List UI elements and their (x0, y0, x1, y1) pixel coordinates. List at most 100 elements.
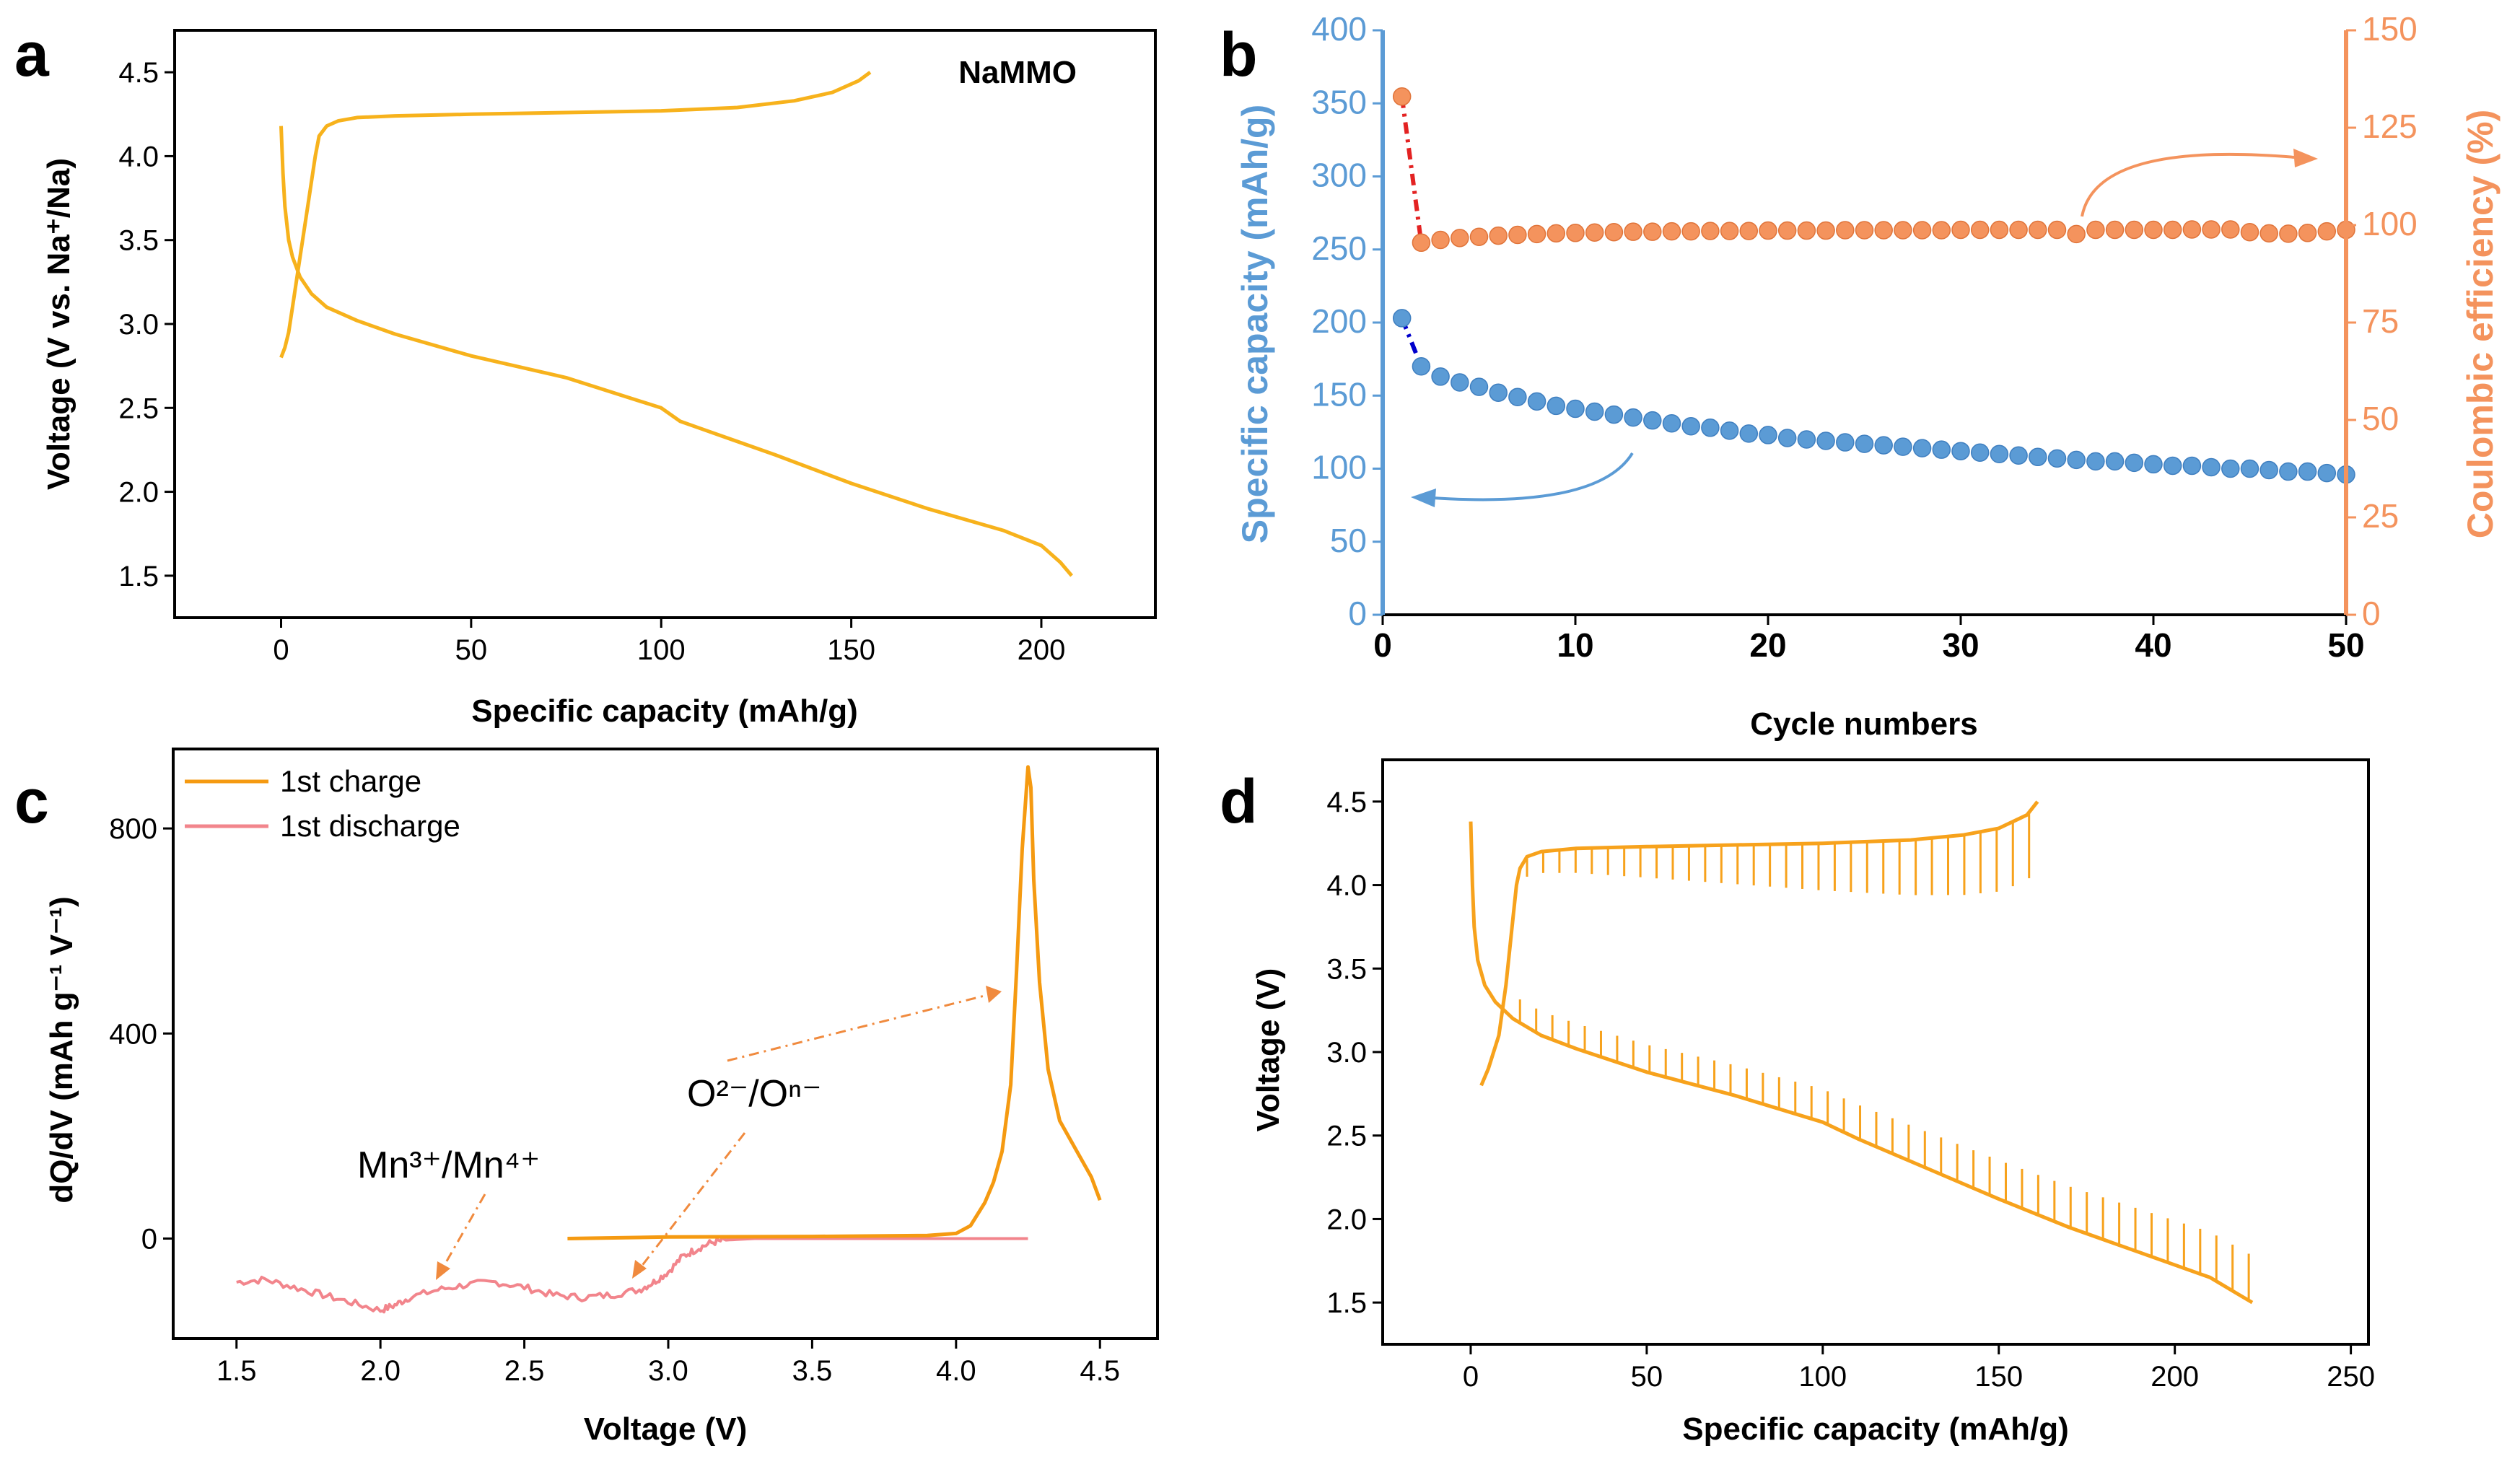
panel-c-charge-curve (567, 765, 1102, 1240)
capacity-point (1816, 431, 1835, 450)
efficiency-point (1585, 223, 1604, 242)
y-tick-label: 150 (1311, 375, 1367, 413)
capacity-point (1836, 433, 1855, 452)
x-tick-label: 200 (2151, 1361, 2199, 1393)
y-tick-label: 4.5 (1326, 787, 1367, 818)
efficiency-point (1527, 224, 1546, 244)
x-tick-label: 4.0 (936, 1355, 976, 1387)
efficiency-point (1566, 224, 1585, 242)
y-tick-label: 2.0 (1326, 1204, 1367, 1235)
panel-d-frame (1381, 758, 2370, 1346)
y-tick-label: 0 (1348, 595, 1367, 632)
panel-b-right-y-axis-label: Coulombic efficiency (%) (2460, 110, 2501, 539)
panel-c-x-ticks: 1.5 2.0 2.5 3.0 3.5 4.0 4.5 (216, 1339, 1120, 1387)
efficiency-point (1681, 222, 1700, 241)
panel-a-plot-area (279, 71, 1074, 577)
y-tick-label: 150 (2362, 10, 2418, 48)
capacity-point (1681, 417, 1700, 436)
annotation-mn-redox: Mn³⁺/Mn⁴⁺ (357, 1144, 540, 1186)
y-tick-label: 50 (1330, 522, 1367, 559)
panel-a-discharge-curve (279, 126, 1074, 577)
arrow-oxygen-to-discharge (637, 1132, 746, 1271)
y-tick-label: 3.5 (118, 225, 159, 257)
panel-letter-b: b (1220, 20, 1258, 89)
panel-d-y-ticks: 1.5 2.0 2.5 3.0 3.5 4.0 4.5 (1326, 787, 1383, 1319)
arrow-head-discharge (632, 1260, 647, 1279)
capacity-point (1604, 405, 1624, 424)
capacity-point (1451, 373, 1469, 392)
x-tick-label: 40 (2135, 626, 2171, 664)
capacity-point (2163, 456, 2182, 476)
efficiency-point (1701, 222, 1720, 240)
panel-b-x-axis-label: Cycle numbers (1750, 706, 1977, 742)
efficiency-initial-drop-line (1399, 96, 1424, 243)
annotation-oxygen-redox: O²⁻/Oⁿ⁻ (687, 1073, 822, 1115)
panel-d: d 0 50 100 150 200 250 1.52.02.53.03.54.04.5 … (1220, 758, 2375, 1447)
x-tick-label: 0 (1373, 626, 1392, 664)
efficiency-point (1624, 222, 1642, 241)
y-tick-label: 100 (2362, 205, 2418, 242)
efficiency-point (2182, 220, 2202, 239)
efficiency-point (1912, 221, 1932, 240)
panel-b-x-ticks: 0 10 20 30 40 50 (1373, 615, 2365, 664)
panel-b-right-y-ticks: 0 25 50 75 100 125 150 (2346, 10, 2418, 632)
efficiency-point (1431, 230, 1450, 250)
panel-a-x-axis-label: Specific capacity (mAh/g) (471, 693, 857, 729)
capacity-point (1855, 434, 1874, 453)
legend-label-charge: 1st charge (280, 764, 421, 798)
panel-d-x-axis-label: Specific capacity (mAh/g) (1682, 1411, 2068, 1447)
x-tick-label: 1.5 (216, 1355, 257, 1387)
panel-letter-d: d (1220, 767, 1258, 836)
y-tick-label: 400 (1311, 10, 1367, 48)
y-tick-label: 350 (1311, 83, 1367, 121)
capacity-point (2144, 455, 2163, 474)
panel-b-arrow-head-left (1411, 489, 1436, 507)
panel-c-plot-area (236, 765, 1102, 1314)
y-tick-label: 1.5 (1326, 1287, 1367, 1319)
efficiency-point (1855, 221, 1874, 240)
efficiency-point (2279, 224, 2298, 243)
efficiency-point (1469, 227, 1489, 246)
capacity-point (1874, 436, 1893, 455)
panel-a-frame (173, 29, 1157, 619)
y-tick-label: 0 (2362, 595, 2381, 632)
capacity-point (2029, 447, 2047, 467)
capacity-point (1951, 442, 1970, 460)
x-tick-label: 0 (1463, 1361, 1479, 1393)
efficiency-point (1546, 224, 1566, 243)
x-tick-label: 2.0 (360, 1355, 401, 1387)
efficiency-point (1604, 222, 1624, 242)
capacity-point (1970, 443, 1990, 462)
efficiency-point (2144, 220, 2163, 240)
legend-label-discharge: 1st discharge (280, 809, 460, 843)
panel-d-x-ticks: 0 50 100 150 200 250 (1463, 1344, 2375, 1393)
y-tick-label: 300 (1311, 157, 1367, 194)
panel-letter-a: a (14, 20, 50, 89)
panel-c-frame (172, 748, 1159, 1340)
efficiency-point (1508, 225, 1527, 245)
panel-a-y-ticks: 1.5 2.0 2.5 3.0 3.5 4.0 4.5 (118, 57, 175, 592)
capacity-point (2221, 459, 2240, 478)
efficiency-point (2067, 224, 2086, 244)
y-tick-label: 4.0 (118, 141, 159, 172)
capacity-point (2279, 462, 2298, 481)
panel-c-y-ticks: 0 400 800 (109, 813, 173, 1255)
panel-d-y-axis-label: Voltage (V) (1251, 968, 1286, 1132)
panel-c-y-axis-label: dQ/dV (mAh g⁻¹ V⁻¹) (44, 896, 79, 1203)
efficiency-point (2125, 220, 2144, 240)
efficiency-point (1932, 221, 1951, 240)
efficiency-point (1451, 229, 1469, 247)
capacity-point (2086, 452, 2105, 471)
capacity-point (2202, 457, 2221, 477)
capacity-point (2298, 462, 2317, 481)
y-tick-label: 25 (2362, 497, 2399, 535)
panel-a-annotation-namMO: NaMMO (958, 55, 1077, 90)
y-tick-label: 2.5 (1326, 1121, 1367, 1152)
y-tick-label: 2.0 (118, 477, 159, 509)
efficiency-point (1739, 222, 1759, 240)
capacity-point (2105, 452, 2125, 471)
efficiency-point (2317, 222, 2337, 241)
efficiency-point (1970, 220, 1990, 240)
x-tick-label: 100 (1798, 1361, 1847, 1393)
capacity-point (1720, 421, 1739, 440)
